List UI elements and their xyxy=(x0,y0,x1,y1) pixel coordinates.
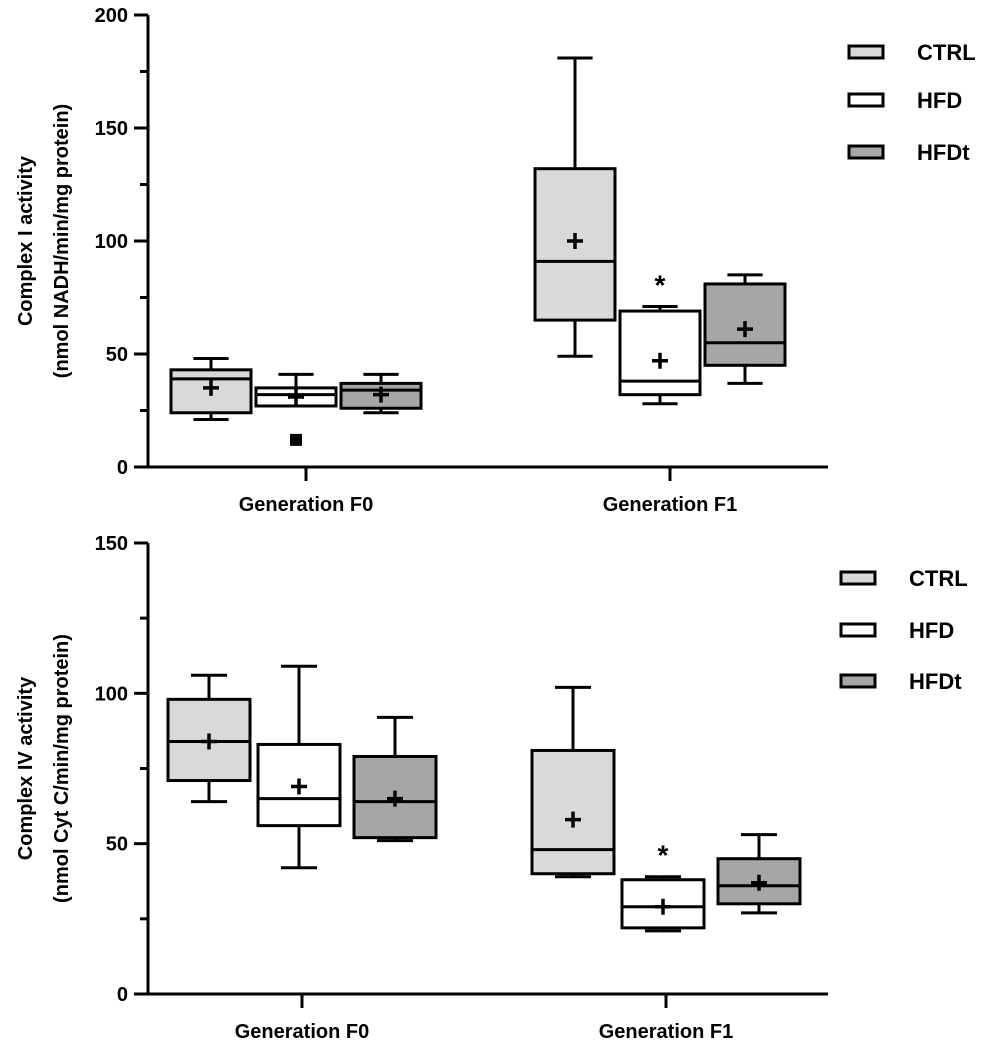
box-hfdt-0 xyxy=(352,715,438,843)
box-iqr xyxy=(256,742,342,828)
significance-marker: * xyxy=(658,840,669,871)
mean-marker xyxy=(387,790,403,807)
mean-marker xyxy=(201,733,217,750)
mean-marker xyxy=(751,874,767,891)
legend-label: HFDt xyxy=(909,669,962,694)
y-tick-label: 200 xyxy=(95,5,128,27)
box-hfd-0 xyxy=(256,664,342,870)
mean-marker xyxy=(373,386,389,403)
legend-label: CTRL xyxy=(917,40,976,65)
mean-marker xyxy=(737,321,753,338)
legend-swatch xyxy=(839,570,877,586)
box-ctrl-0 xyxy=(166,673,252,804)
y-tick-label: 50 xyxy=(106,834,128,856)
box-ctrl-1 xyxy=(530,685,616,879)
y-tick-label: 100 xyxy=(95,231,128,253)
mean-marker xyxy=(203,379,219,396)
box-hfd-1: * xyxy=(620,840,706,933)
panel-complex-i: 0 50 100 150 200 Complex I activity (nmol NADH… xyxy=(15,5,976,516)
outlier-point xyxy=(290,433,302,446)
y-axis-label-line2: (nmol Cyt C/min/mg protein) xyxy=(51,634,73,903)
legend-label: HFD xyxy=(917,88,962,113)
x-tick-label: Generation F0 xyxy=(239,494,373,516)
legend-label: HFD xyxy=(909,618,954,643)
box-ctrl-0 xyxy=(169,357,253,422)
x-tick-label: Generation F1 xyxy=(603,494,737,516)
mean-marker xyxy=(652,352,668,369)
x-tick-label: Generation F1 xyxy=(599,1021,733,1043)
y-tick-label: 50 xyxy=(106,344,128,366)
mean-marker xyxy=(565,811,581,828)
box-hfd-1: * xyxy=(618,270,702,406)
legend-swatch xyxy=(847,92,885,108)
y-axis-label-line2: (nmol NADH/min/mg protein) xyxy=(51,104,73,378)
y-axis-label-line1: Complex I activity xyxy=(15,155,37,326)
legend-swatch xyxy=(839,673,877,689)
significance-marker: * xyxy=(655,270,666,301)
legend-label: CTRL xyxy=(909,566,968,591)
panel-complex-iv: 0 50 100 150 Complex IV activity (nmol Cyt C/… xyxy=(15,533,968,1043)
legend-label: HFDt xyxy=(917,140,970,165)
x-tick-label: Generation F0 xyxy=(235,1021,369,1043)
y-tick-label: 0 xyxy=(117,984,128,1006)
box-hfdt-0 xyxy=(339,372,423,415)
box-hfd-0 xyxy=(254,372,338,446)
box-ctrl-1 xyxy=(533,56,617,358)
y-tick-label: 100 xyxy=(95,683,128,705)
legend-item-hfdt: HFDt xyxy=(847,140,970,165)
y-tick-label: 0 xyxy=(117,457,128,479)
legend-item-ctrl: CTRL xyxy=(847,40,976,65)
legend-swatch xyxy=(839,622,877,638)
legend-swatch xyxy=(847,44,885,60)
legend-item-hfd: HFD xyxy=(847,88,962,113)
mean-marker xyxy=(655,898,671,915)
mean-marker xyxy=(288,388,304,405)
mean-marker xyxy=(291,778,307,795)
box-hfdt-1 xyxy=(703,273,787,385)
y-tick-label: 150 xyxy=(95,533,128,555)
box-hfdt-1 xyxy=(716,833,802,915)
legend-item-hfd: HFD xyxy=(839,618,954,643)
mean-marker xyxy=(567,233,583,249)
legend-swatch xyxy=(847,144,885,160)
box-iqr xyxy=(716,857,802,906)
y-axis-label-line1: Complex IV activity xyxy=(15,676,37,860)
box-iqr xyxy=(169,368,253,415)
legend-item-ctrl: CTRL xyxy=(839,566,968,591)
legend-item-hfdt: HFDt xyxy=(839,669,962,694)
y-tick-label: 150 xyxy=(95,118,128,140)
